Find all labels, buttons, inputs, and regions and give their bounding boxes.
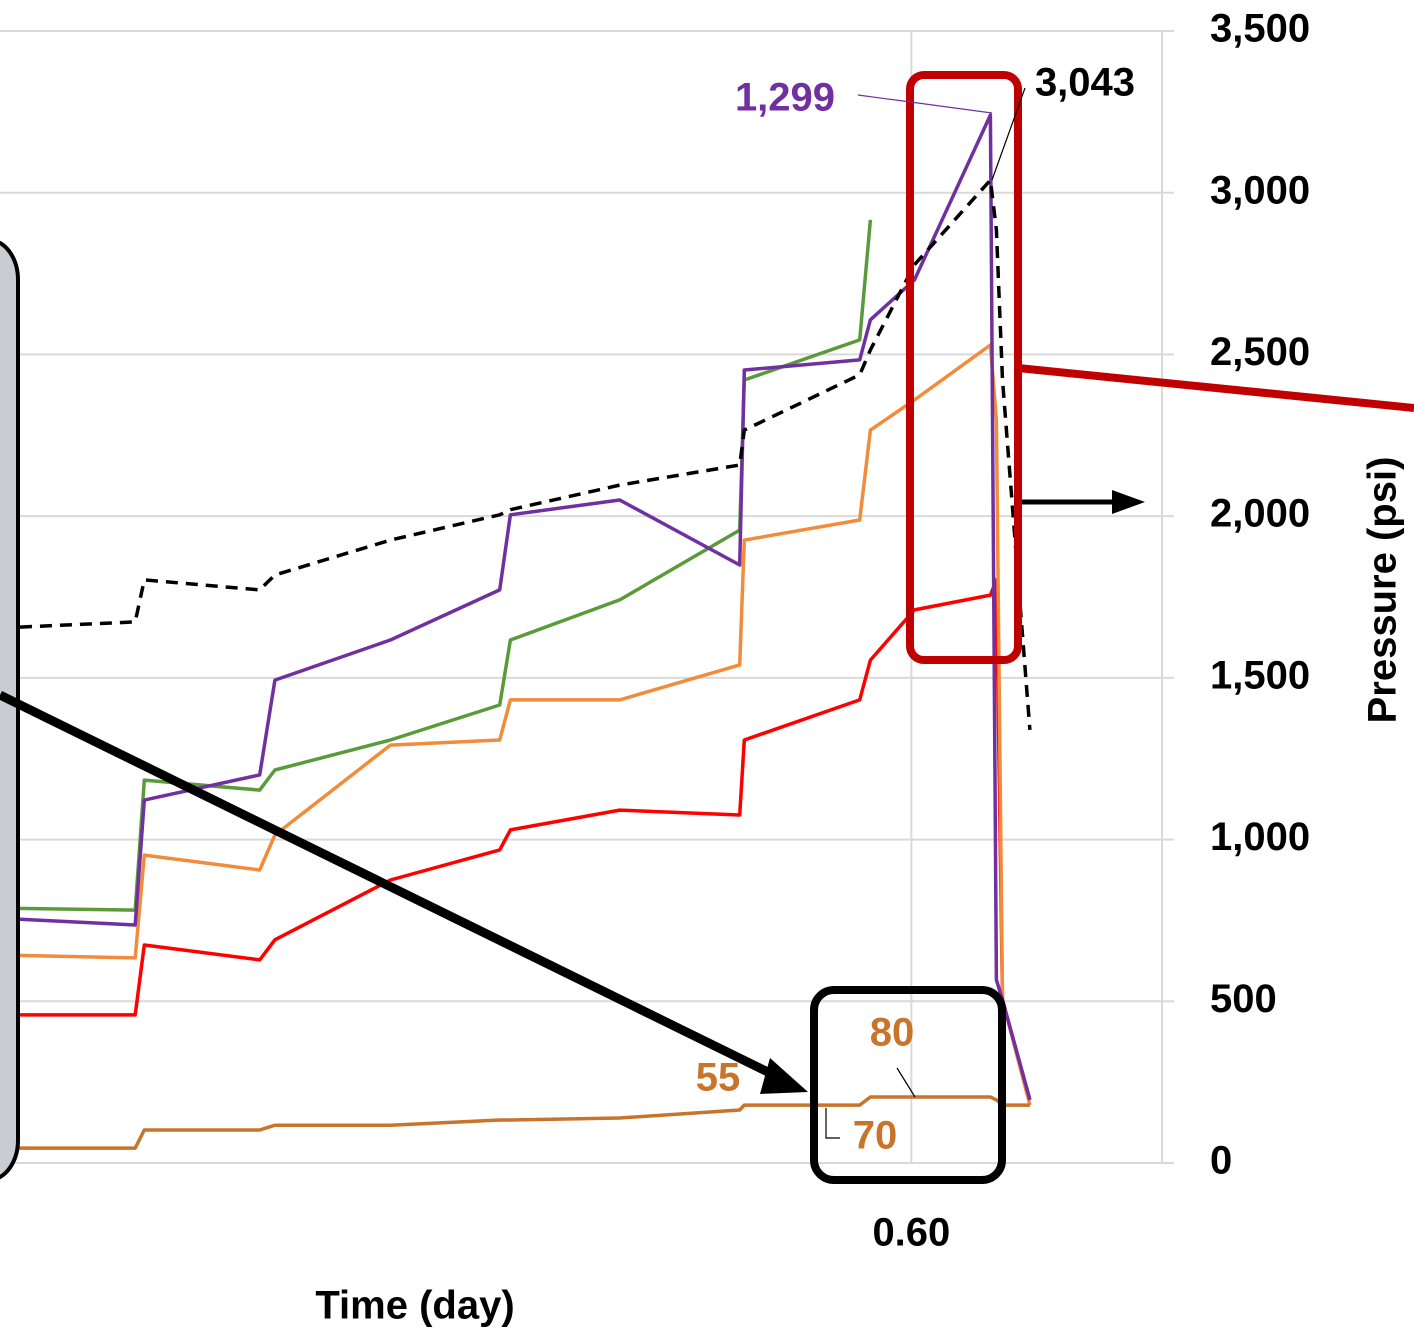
plot (0, 30, 1162, 1164)
y-tick-label: 2,000 (1210, 492, 1310, 536)
highlight-box (906, 71, 1022, 664)
inset-image (0, 240, 20, 1180)
arrow-head (760, 1058, 808, 1094)
x-axis-label: Time (day) (315, 1284, 514, 1328)
y-tick-label: 3,000 (1210, 168, 1310, 212)
leader-line (825, 1108, 840, 1139)
annotation: 55 (696, 1056, 741, 1100)
x-tick-label: 0.60 (872, 1211, 950, 1255)
series-line (0, 578, 1032, 1101)
leader-line (991, 87, 1026, 181)
y-tick-label: 0 (1210, 1139, 1232, 1183)
y-tick-label: 1,000 (1210, 815, 1310, 859)
arrow-head (1112, 490, 1145, 514)
annotation: 80 (870, 1011, 915, 1055)
y-tick-label: 2,500 (1210, 330, 1310, 374)
series-line (0, 178, 1032, 731)
leader-line (857, 94, 993, 114)
y-tick-label: 3,500 (1210, 7, 1310, 51)
y-tick-label: 1,500 (1210, 653, 1310, 697)
y-tick-label: 500 (1210, 977, 1277, 1021)
callout-arrow (0, 690, 782, 1083)
series-line (0, 113, 1032, 1101)
y-axis-label: Pressure (psi) (1361, 457, 1405, 724)
annotation: 3,043 (1035, 61, 1135, 105)
highlight-box (810, 986, 1006, 1184)
leader-line (896, 1067, 916, 1098)
annotation: 1,299 (735, 76, 835, 120)
callout-line (1017, 364, 1414, 412)
series-line (0, 1095, 1030, 1150)
annotation: 70 (853, 1114, 898, 1158)
